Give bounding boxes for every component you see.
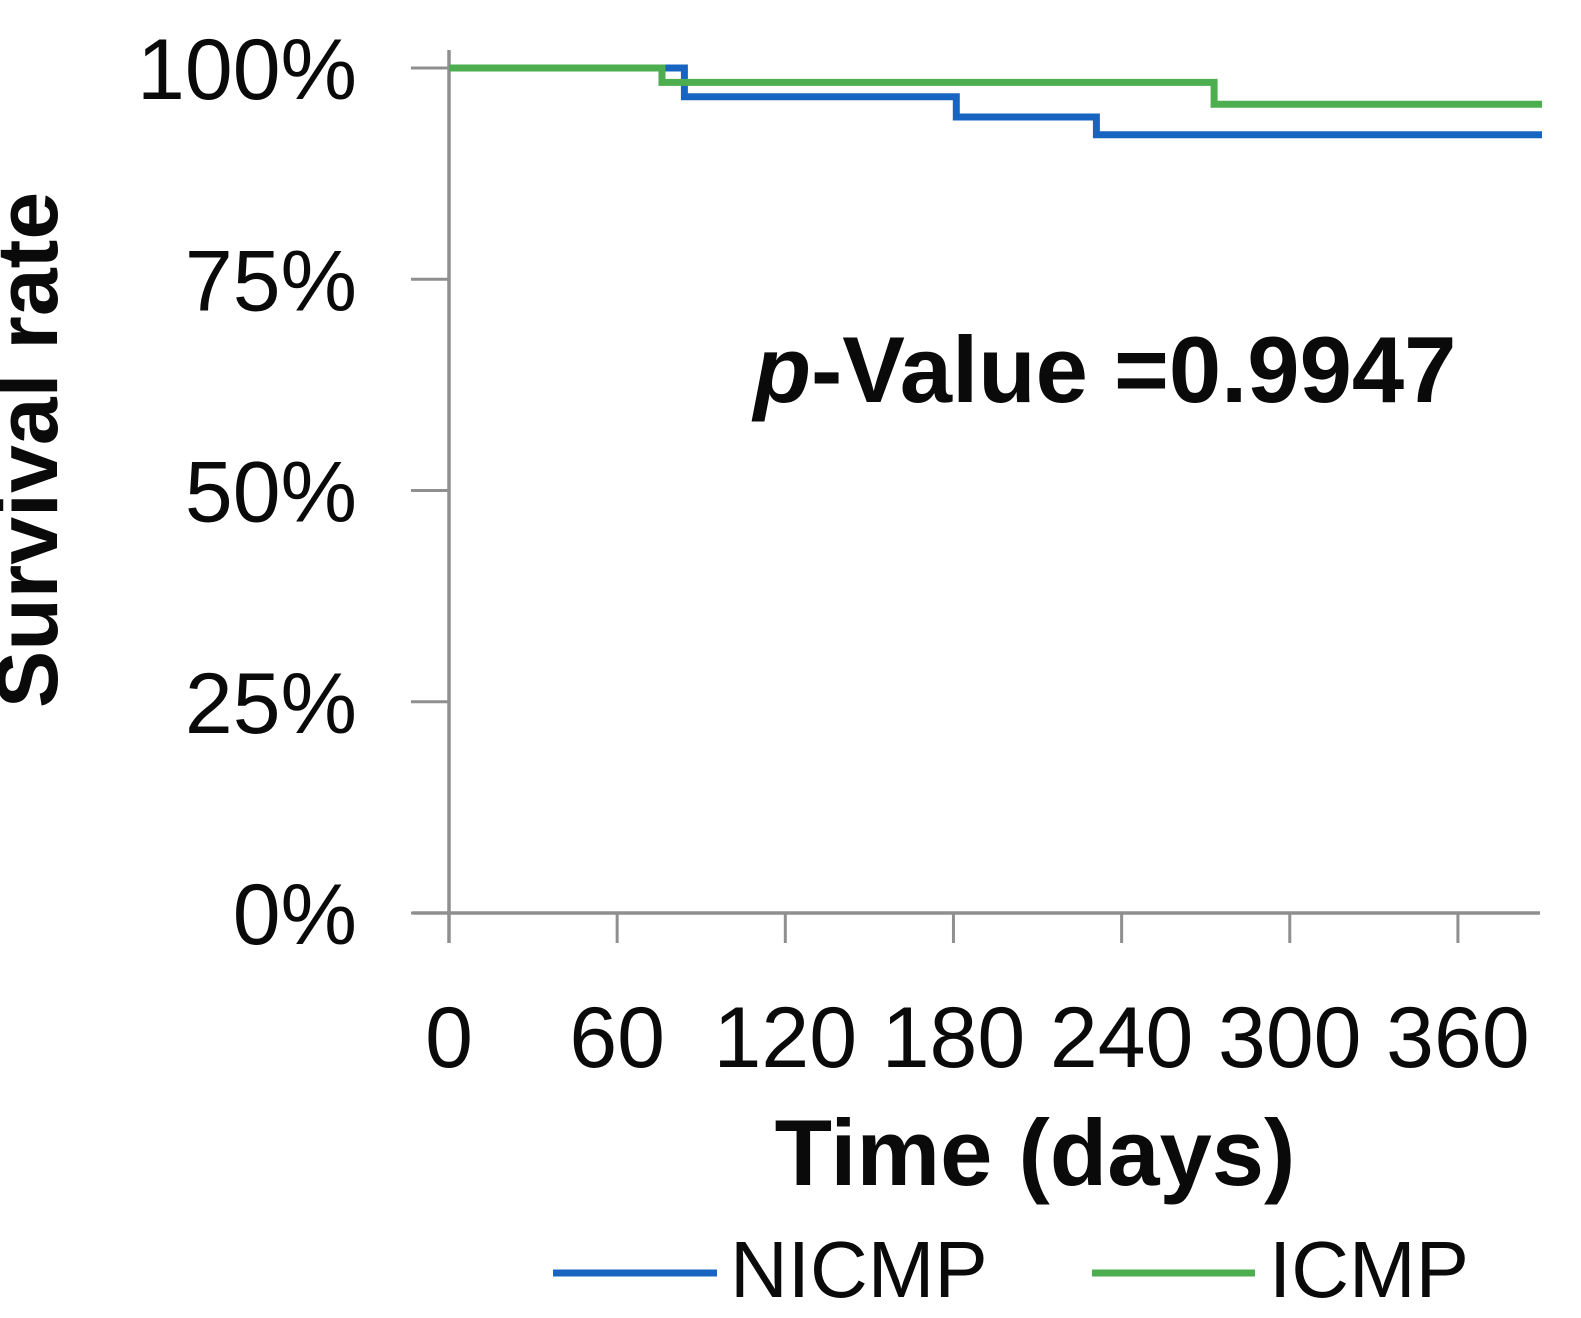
y-tick-label-100: 100%: [137, 22, 357, 118]
x-tick-label-360: 360: [1386, 990, 1530, 1086]
nicmp-curve: [449, 64, 1542, 139]
x-tick-label-180: 180: [882, 990, 1026, 1086]
y-tick-label-50: 50%: [185, 445, 357, 541]
x-axis-title: Time (days): [775, 1100, 1296, 1205]
y-axis-title: Survival rate: [0, 192, 76, 708]
x-tick-label-60: 60: [569, 990, 665, 1086]
series-curves: [449, 64, 1542, 139]
y-tick-label-75: 75%: [185, 233, 357, 329]
x-tick-label-0: 0: [425, 990, 473, 1086]
legend-label-nicmp: NICMP: [730, 1225, 988, 1314]
p-value-annotation: p-Value =0.9947: [751, 317, 1457, 422]
p-value-symbol: p: [751, 317, 811, 422]
legend: NICMP ICMP: [553, 1225, 1469, 1314]
x-tick-label-300: 300: [1218, 990, 1362, 1086]
legend-label-icmp: ICMP: [1269, 1225, 1469, 1314]
y-tick-label-0: 0%: [233, 867, 357, 963]
y-tick-label-25: 25%: [185, 656, 357, 752]
x-tick-label-240: 240: [1050, 990, 1194, 1086]
p-value-text: -Value =0.9947: [811, 317, 1456, 422]
y-axis-ticks: 100% 75% 50% 25% 0%: [137, 22, 449, 963]
icmp-curve: [449, 64, 1542, 108]
x-axis-ticks: 0 60 120 180 240 300 360: [425, 913, 1530, 1086]
x-tick-label-120: 120: [714, 990, 858, 1086]
